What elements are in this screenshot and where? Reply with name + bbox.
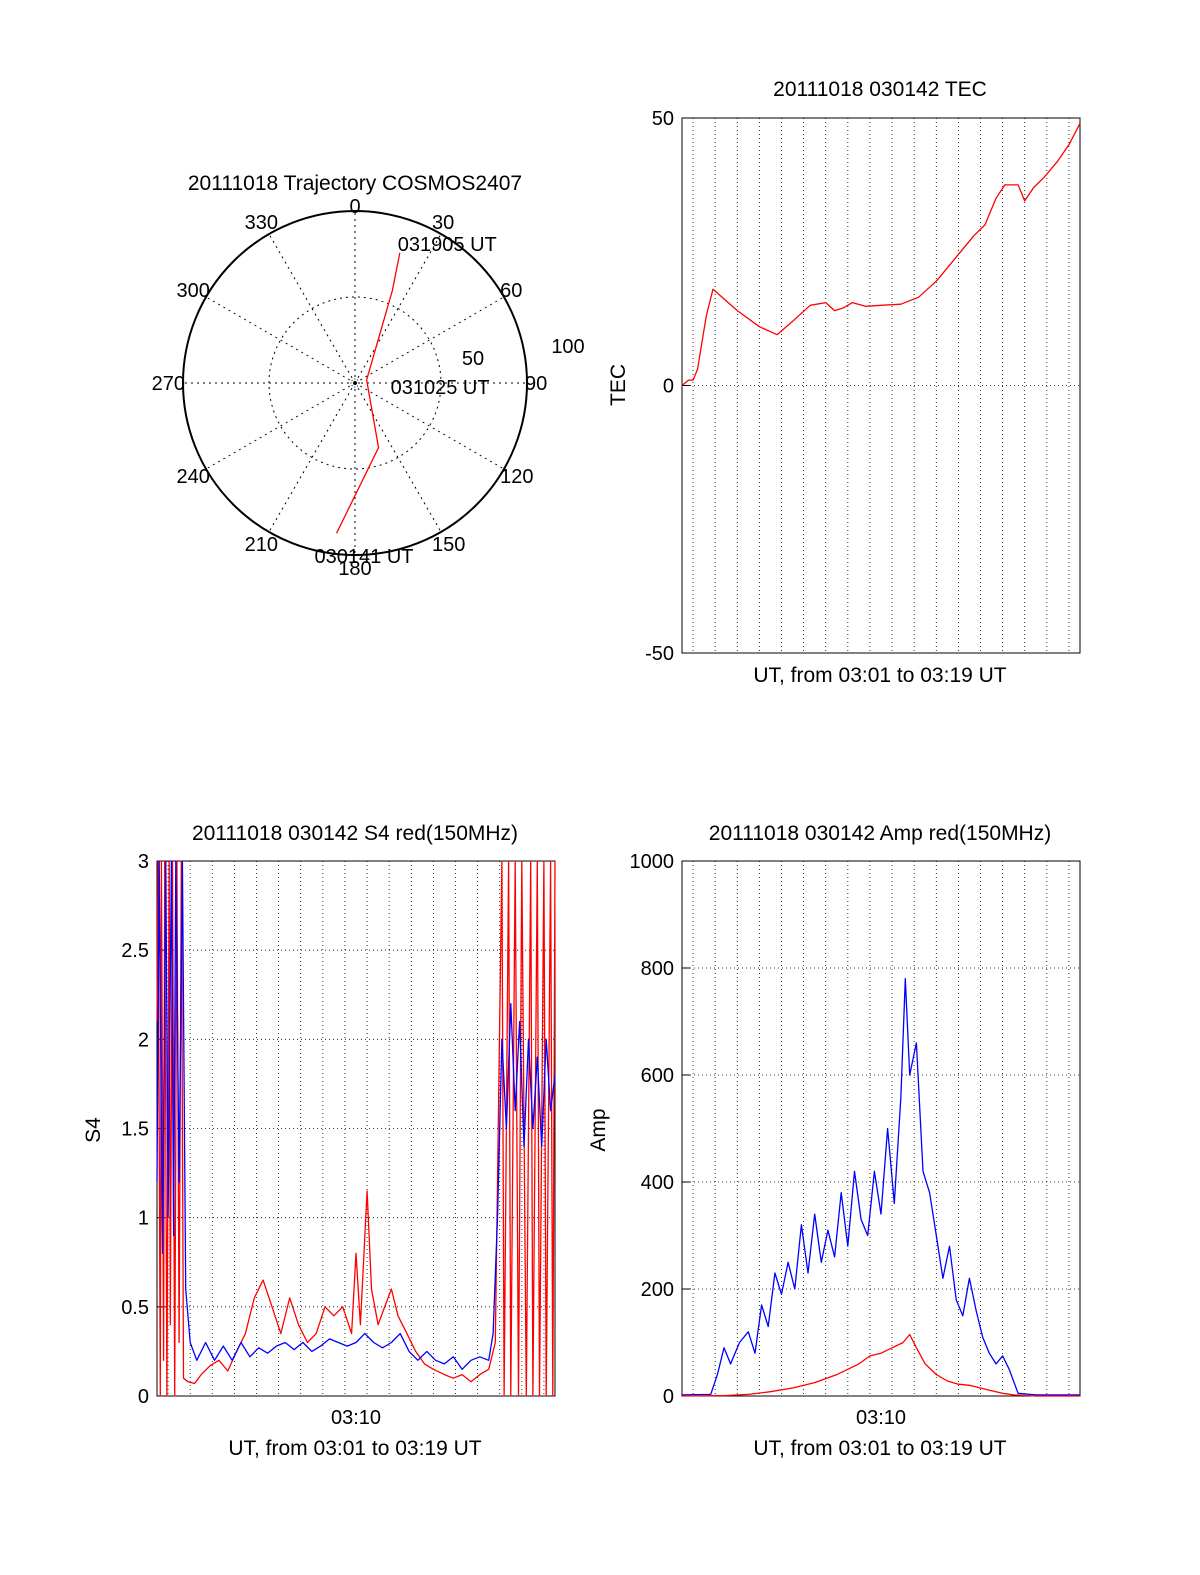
s4-ylabel: S4 [82, 1117, 105, 1143]
s4-ytick-label: 0 [138, 1386, 149, 1408]
amp-series-line [681, 1333, 1080, 1397]
s4-xtick-label: 03:10 [331, 1407, 381, 1429]
s4-xlabel: UT, from 03:01 to 03:19 UT [228, 1437, 481, 1460]
polar-spoke [268, 233, 356, 384]
polar-angle-label: 60 [500, 280, 522, 302]
amp-tick-labels: 0 200 400 600 800 1000 03:10 [630, 851, 907, 1429]
polar-center-circle [350, 378, 360, 388]
polar-radius-label: 100 [551, 336, 584, 358]
s4-ytick-label: 2 [138, 1029, 149, 1051]
polar-spoke [354, 296, 505, 384]
trajectory-time-label: 031025 UT [391, 377, 490, 399]
trajectory-line [335, 252, 401, 534]
polar-angle-label: 30 [432, 212, 454, 234]
trajectory-time-label: 030141 UT [315, 546, 414, 568]
s4-title: 20111018 030142 S4 red(150MHz) [192, 822, 518, 845]
trajectory-time-label: 031905 UT [398, 234, 497, 256]
s4-tick-labels: 0 0.5 1 1.5 2 2.5 3 03:10 [121, 851, 381, 1429]
s4-series-line [156, 860, 556, 1370]
tec-grid [681, 117, 1081, 654]
trajectory-series [335, 252, 401, 534]
tec-ytick-label: 0 [663, 376, 674, 398]
s4-ytick-label: 3 [138, 851, 149, 873]
polar-spoke [205, 296, 356, 384]
s4-ytick-label: 0.5 [121, 1297, 149, 1319]
polar-angle-label: 120 [500, 466, 533, 488]
polar-angle-label: 210 [245, 534, 278, 556]
polar-title: 20111018 Trajectory COSMOS2407 [188, 172, 522, 195]
polar-outer-circle [182, 210, 528, 556]
polar-angle-label: 240 [177, 466, 210, 488]
amp-title: 20111018 030142 Amp red(150MHz) [709, 822, 1051, 845]
polar-angle-label: 270 [152, 373, 185, 395]
amp-ylabel: Amp [587, 1108, 610, 1151]
s4-ytick-label: 1 [138, 1208, 149, 1230]
polar-angle-label: 90 [525, 373, 547, 395]
s4-series-line [156, 860, 556, 1397]
s4-series [156, 860, 556, 1397]
s4-ytick-label: 2.5 [121, 940, 149, 962]
tec-ylabel: TEC [607, 364, 630, 406]
polar-trajectory-chart: 20111018 Trajectory COSMOS2407 0 30 60 90 12… [152, 172, 585, 580]
amp-series-line [681, 978, 1080, 1396]
tec-frame [681, 117, 1081, 654]
s4-ytick-label: 1.5 [121, 1119, 149, 1141]
amp-ytick-label: 1000 [630, 851, 675, 873]
polar-angle-label: 330 [245, 212, 278, 234]
amp-series [681, 978, 1080, 1397]
tec-tick-labels: -50 0 50 [645, 108, 674, 665]
polar-angle-label: 0 [349, 196, 360, 218]
tec-title: 20111018 030142 TEC [773, 78, 987, 101]
amp-grid [681, 860, 1081, 1397]
polar-spoke [354, 382, 505, 470]
polar-spoke [268, 382, 356, 533]
tec-series-line [681, 123, 1081, 387]
polar-angle-label: 150 [432, 534, 465, 556]
amp-xlabel: UT, from 03:01 to 03:19 UT [753, 1437, 1006, 1460]
tec-series [681, 123, 1081, 387]
tec-ytick-label: -50 [645, 643, 674, 665]
polar-spoke [354, 233, 442, 384]
amp-ytick-label: 0 [663, 1386, 674, 1408]
polar-angle-label: 180 [338, 558, 371, 580]
polar-angle-label: 300 [177, 280, 210, 302]
polar-radius-label: 50 [462, 348, 484, 370]
polar-spoke [205, 382, 356, 470]
amp-ytick-label: 600 [641, 1065, 674, 1087]
polar-spoke [354, 382, 442, 533]
s4-chart: 20111018 030142 S4 red(150MHz) S4 UT, fr… [82, 822, 556, 1460]
tec-chart: 20111018 030142 TEC TEC UT, from 03:01 t… [607, 78, 1081, 687]
polar-labels: 0 30 60 90 120 150 180 210 240 270 300 330 50 100 0319… [152, 196, 585, 580]
amp-ytick-label: 800 [641, 958, 674, 980]
amp-ytick-label: 200 [641, 1279, 674, 1301]
amp-chart: 20111018 030142 Amp red(150MHz) Amp UT, … [587, 822, 1081, 1460]
amp-ytick-label: 400 [641, 1172, 674, 1194]
tec-ytick-label: 50 [652, 108, 674, 130]
tec-xlabel: UT, from 03:01 to 03:19 UT [753, 664, 1006, 687]
amp-frame [681, 860, 1081, 1397]
amp-xtick-label: 03:10 [856, 1407, 906, 1429]
polar-grid [182, 210, 528, 556]
